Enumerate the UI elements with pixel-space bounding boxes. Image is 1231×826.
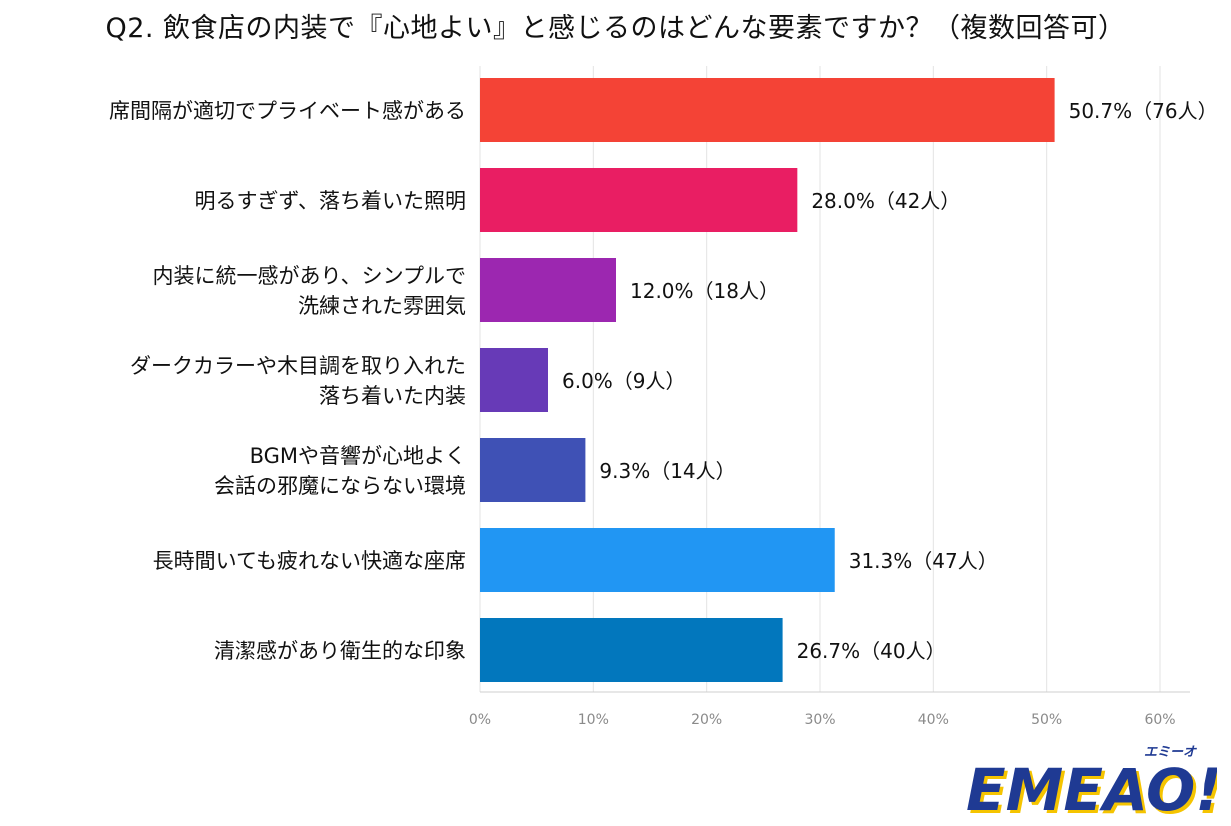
category-label: 長時間いても疲れない快適な座席 — [153, 549, 466, 573]
x-tick-label: 20% — [691, 712, 722, 728]
bar — [480, 78, 1055, 142]
category-labels: 席間隔が適切でプライベート感がある明るすぎず、落ち着いた照明内装に統一感があり、… — [109, 99, 466, 663]
x-tick-label: 0% — [469, 712, 491, 728]
data-label: 9.3%（14人） — [599, 459, 735, 483]
x-tick-label: 60% — [1144, 712, 1175, 728]
chart-title: Q2. 飲食店の内装で『心地よい』と感じるのはどんな要素ですか？（複数回答可） — [105, 13, 1126, 44]
data-label: 26.7%（40人） — [797, 639, 946, 663]
logo-ruby: エミーオ — [1144, 745, 1197, 760]
data-label: 28.0%（42人） — [811, 189, 960, 213]
bar — [480, 528, 835, 592]
x-tick-label: 30% — [804, 712, 835, 728]
bar — [480, 348, 548, 412]
emeao-logo: エミーオ EMEAO! EMEAO! — [966, 745, 1217, 820]
logo-text: EMEAO! — [966, 756, 1217, 820]
category-label: BGMや音響が心地よく会話の邪魔にならない環境 — [214, 444, 466, 498]
data-label: 6.0%（9人） — [562, 369, 686, 393]
data-label: 12.0%（18人） — [630, 279, 779, 303]
category-label: ダークカラーや木目調を取り入れた落ち着いた内装 — [130, 354, 466, 408]
bar — [480, 438, 586, 502]
bar — [480, 258, 616, 322]
bar — [480, 618, 783, 682]
bars — [480, 78, 1055, 682]
x-tick-label: 10% — [578, 712, 609, 728]
category-label: 席間隔が適切でプライベート感がある — [109, 99, 466, 123]
category-label: 明るすぎず、落ち着いた照明 — [194, 189, 466, 213]
data-label: 31.3%（47人） — [849, 549, 998, 573]
bar — [480, 168, 798, 232]
category-label: 内装に統一感があり、シンプルで洗練された雰囲気 — [152, 264, 466, 318]
x-axis-ticks: 0% 10% 20% 30% 40% 50% 60% — [469, 712, 1176, 728]
x-tick-label: 50% — [1031, 712, 1062, 728]
bar-chart: 席間隔が適切でプライベート感がある明るすぎず、落ち着いた照明内装に統一感があり、… — [109, 66, 1218, 728]
data-labels: 50.7%（76人） 28.0%（42人） 12.0%（18人） 6.0%（9人） 9.… — [562, 99, 1218, 663]
x-tick-label: 40% — [918, 712, 949, 728]
category-label: 清潔感があり衛生的な印象 — [214, 639, 466, 663]
logo-shadow: EMEAO! — [969, 759, 1217, 820]
data-label: 50.7%（76人） — [1069, 99, 1218, 123]
